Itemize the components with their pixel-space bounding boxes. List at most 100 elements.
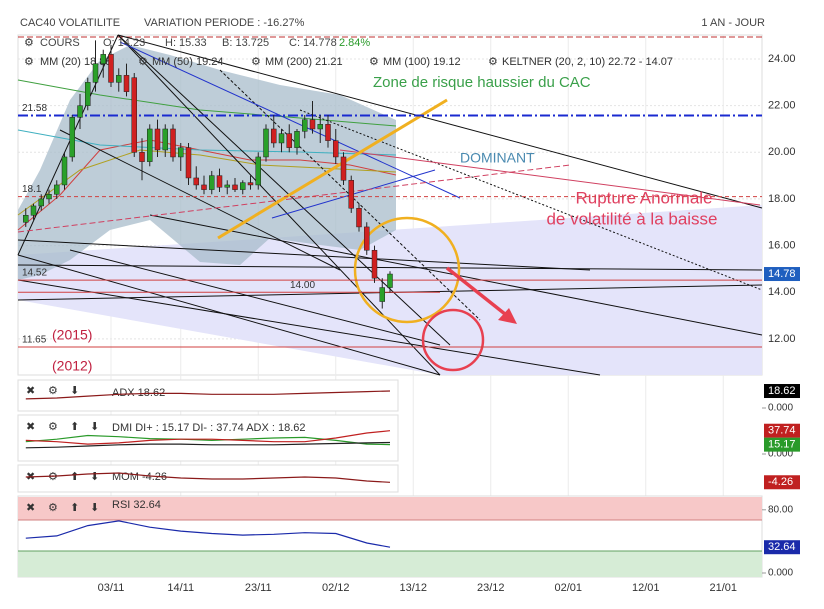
settings-icon[interactable]: ⚙ bbox=[251, 56, 261, 68]
quote-close: C: 14.778 bbox=[289, 37, 337, 49]
up-icon[interactable]: ⬆ bbox=[70, 502, 79, 514]
up-icon[interactable]: ⬆ bbox=[70, 471, 79, 483]
candle-body bbox=[325, 124, 331, 141]
trendline bbox=[17, 34, 119, 256]
down-icon[interactable]: ⬇ bbox=[90, 502, 99, 514]
candle-body bbox=[131, 77, 137, 153]
overbought-zone bbox=[18, 497, 762, 520]
x-tick-label: 02/01 bbox=[554, 582, 582, 594]
candle-body bbox=[23, 215, 29, 223]
value-tag bbox=[764, 475, 800, 490]
candle-body bbox=[309, 119, 316, 130]
trendline bbox=[299, 109, 763, 291]
candle-body bbox=[302, 119, 308, 132]
candle-body bbox=[116, 75, 122, 83]
candle-body bbox=[85, 82, 91, 106]
annotation: (2012) bbox=[52, 358, 92, 374]
candle-body bbox=[224, 184, 230, 188]
value-tag-label: 15.17 bbox=[768, 439, 796, 451]
candle-body bbox=[30, 205, 37, 216]
x-tick-label: 23/12 bbox=[477, 582, 505, 594]
level-label: 18.1 bbox=[22, 184, 42, 195]
close-icon[interactable]: ✖ bbox=[26, 502, 35, 514]
candle-body bbox=[340, 156, 347, 181]
annotation-arrow bbox=[445, 266, 512, 320]
candle-body bbox=[333, 140, 339, 158]
settings-icon[interactable]: ⚙ bbox=[138, 56, 148, 68]
value-tag-label: 18.62 bbox=[768, 385, 796, 397]
level-label: 11.65 bbox=[22, 335, 47, 346]
value-tag bbox=[764, 423, 800, 438]
x-tick-label: 13/12 bbox=[399, 582, 427, 594]
candle-body bbox=[247, 182, 254, 186]
candle-body bbox=[232, 184, 238, 190]
settings-icon[interactable]: ⚙ bbox=[488, 56, 498, 68]
settings-icon[interactable]: ⚙ bbox=[24, 37, 34, 49]
chart-subtitle: VARIATION PERIODE : -16.27% bbox=[144, 17, 305, 29]
down-icon[interactable]: ⬇ bbox=[70, 385, 79, 397]
candle-body bbox=[348, 180, 354, 209]
quote-change: 2.84% bbox=[339, 37, 370, 49]
candle-body bbox=[387, 273, 393, 288]
settings-icon[interactable]: ⚙ bbox=[48, 385, 58, 397]
oversold-zone bbox=[18, 551, 762, 577]
trendline bbox=[117, 34, 451, 346]
indicator-line bbox=[25, 434, 391, 446]
candle-body bbox=[240, 182, 246, 190]
chart-title: CAC40 VOLATILITE bbox=[20, 17, 120, 29]
settings-icon[interactable]: ⚙ bbox=[369, 56, 379, 68]
indicator-line bbox=[25, 430, 391, 445]
settings-icon[interactable]: ⚙ bbox=[48, 471, 58, 483]
trendline bbox=[17, 264, 763, 271]
level-label: 14.52 bbox=[22, 268, 47, 279]
candle-body bbox=[201, 184, 207, 190]
y-tick-label: 80.00 bbox=[768, 504, 793, 515]
legend-entry: KELTNER (20, 2, 10) 22.72 - 14.07 bbox=[502, 56, 673, 68]
y-tick-label: 24.00 bbox=[768, 53, 796, 65]
ma-line bbox=[17, 79, 397, 127]
adx-panel bbox=[17, 379, 399, 412]
candle-body bbox=[371, 249, 378, 279]
y-tick-label: 18.00 bbox=[768, 193, 796, 205]
candle-body bbox=[379, 287, 385, 302]
candle-body bbox=[69, 117, 75, 158]
value-tag bbox=[764, 437, 800, 452]
settings-icon[interactable]: ⚙ bbox=[24, 56, 34, 68]
annotation: (2015) bbox=[52, 327, 92, 343]
y-tick-label: 22.00 bbox=[768, 100, 796, 112]
annotation-circle bbox=[353, 216, 461, 324]
value-tag-label: 32.64 bbox=[768, 541, 796, 553]
annotation: de volatilité à la baisse bbox=[546, 209, 717, 228]
candle-body bbox=[294, 131, 300, 148]
trendline bbox=[17, 254, 441, 376]
settings-icon[interactable]: ⚙ bbox=[48, 502, 58, 514]
value-tag bbox=[764, 540, 800, 555]
candle-body bbox=[317, 124, 323, 130]
price-tag-label: 14.78 bbox=[768, 268, 796, 280]
down-icon[interactable]: ⬇ bbox=[90, 471, 99, 483]
close-icon[interactable]: ✖ bbox=[26, 421, 35, 433]
candle-body bbox=[263, 128, 269, 158]
annotation: DOMINANT bbox=[460, 150, 535, 166]
candle-body bbox=[364, 226, 370, 251]
quote-low: B: 13.725 bbox=[222, 37, 269, 49]
period: 1 AN - JOUR bbox=[701, 17, 765, 29]
value-tag-label: 37.74 bbox=[768, 425, 796, 437]
trendline bbox=[17, 239, 591, 271]
quote-name: COURS bbox=[40, 37, 80, 49]
candle-body bbox=[77, 105, 83, 118]
candle-body bbox=[92, 63, 99, 83]
up-icon[interactable]: ⬆ bbox=[70, 421, 79, 433]
indicator-line bbox=[25, 390, 391, 400]
keltner-band bbox=[18, 45, 396, 280]
candle-body bbox=[162, 128, 168, 151]
y-tick-label: 12.00 bbox=[768, 333, 796, 345]
x-tick-label: 14/11 bbox=[167, 582, 194, 594]
candle-body bbox=[38, 198, 44, 207]
annotation-circle bbox=[421, 308, 485, 372]
settings-icon[interactable]: ⚙ bbox=[48, 421, 58, 433]
y-tick-label: 20.00 bbox=[768, 146, 796, 158]
close-icon[interactable]: ✖ bbox=[26, 385, 35, 397]
down-icon[interactable]: ⬇ bbox=[90, 421, 99, 433]
